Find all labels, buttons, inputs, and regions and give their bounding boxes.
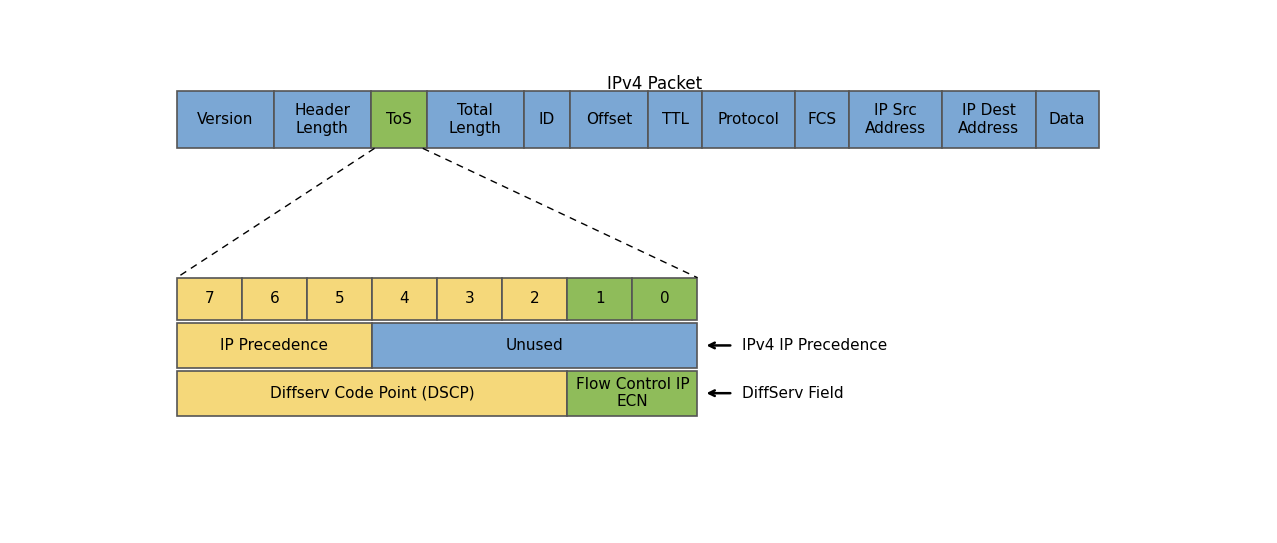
FancyBboxPatch shape (176, 277, 241, 320)
Text: Protocol: Protocol (718, 112, 779, 127)
FancyBboxPatch shape (1036, 91, 1099, 148)
Text: Version: Version (197, 112, 253, 127)
FancyBboxPatch shape (942, 91, 1036, 148)
FancyBboxPatch shape (649, 91, 702, 148)
FancyBboxPatch shape (427, 91, 524, 148)
FancyBboxPatch shape (570, 91, 649, 148)
Text: ID: ID (539, 112, 555, 127)
FancyBboxPatch shape (524, 91, 570, 148)
Text: IP Dest
Address: IP Dest Address (958, 103, 1019, 136)
FancyBboxPatch shape (567, 371, 697, 415)
FancyBboxPatch shape (176, 371, 567, 415)
FancyBboxPatch shape (370, 91, 427, 148)
FancyBboxPatch shape (849, 91, 942, 148)
FancyBboxPatch shape (437, 277, 502, 320)
FancyBboxPatch shape (567, 277, 632, 320)
Text: DiffServ Field: DiffServ Field (742, 386, 844, 401)
Text: Data: Data (1048, 112, 1085, 127)
Text: 7: 7 (204, 292, 215, 306)
FancyBboxPatch shape (176, 91, 273, 148)
Text: 0: 0 (660, 292, 669, 306)
FancyBboxPatch shape (241, 277, 306, 320)
FancyBboxPatch shape (372, 277, 437, 320)
Text: 3: 3 (465, 292, 475, 306)
Text: IPv4 Packet: IPv4 Packet (607, 75, 702, 93)
Text: Total
Length: Total Length (448, 103, 502, 136)
Text: IP Precedence: IP Precedence (221, 338, 328, 353)
Text: Flow Control IP
ECN: Flow Control IP ECN (576, 377, 690, 409)
FancyBboxPatch shape (372, 323, 697, 368)
Text: 4: 4 (400, 292, 410, 306)
Text: Offset: Offset (586, 112, 632, 127)
Text: ToS: ToS (386, 112, 411, 127)
FancyBboxPatch shape (273, 91, 370, 148)
FancyBboxPatch shape (502, 277, 567, 320)
Text: IP Src
Address: IP Src Address (865, 103, 926, 136)
Text: FCS: FCS (807, 112, 836, 127)
FancyBboxPatch shape (176, 323, 372, 368)
Text: 6: 6 (269, 292, 280, 306)
Text: Header
Length: Header Length (294, 103, 350, 136)
Text: 2: 2 (530, 292, 540, 306)
Text: Diffserv Code Point (DSCP): Diffserv Code Point (DSCP) (269, 386, 474, 401)
Text: 5: 5 (335, 292, 345, 306)
Text: IPv4 IP Precedence: IPv4 IP Precedence (742, 338, 888, 353)
Text: Unused: Unused (506, 338, 563, 353)
Text: 1: 1 (595, 292, 604, 306)
FancyBboxPatch shape (796, 91, 849, 148)
Text: TTL: TTL (661, 112, 688, 127)
FancyBboxPatch shape (632, 277, 697, 320)
FancyBboxPatch shape (306, 277, 372, 320)
FancyBboxPatch shape (702, 91, 796, 148)
